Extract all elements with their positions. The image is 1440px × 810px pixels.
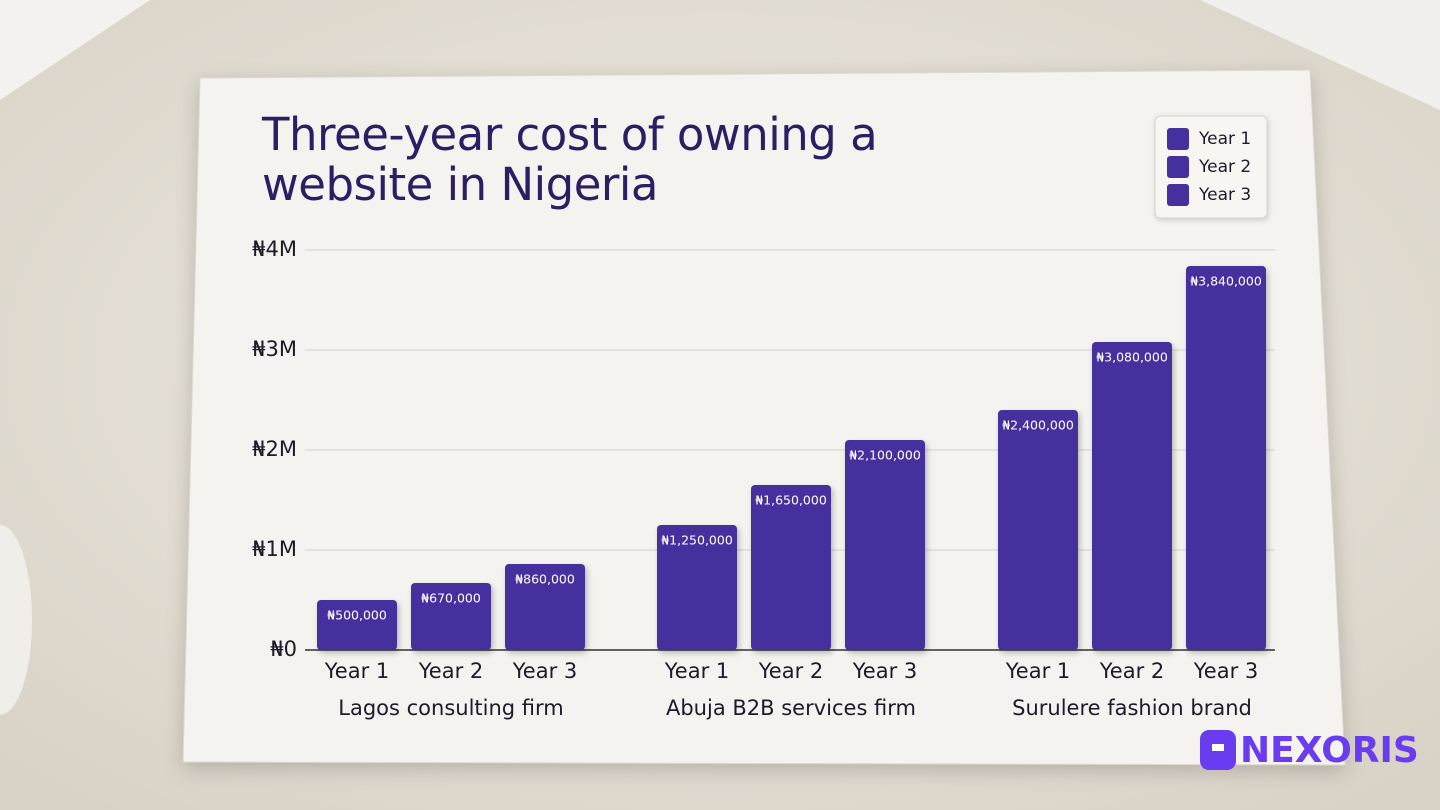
paper-corner — [0, 0, 150, 100]
y-tick-label: ₦1M — [252, 537, 297, 561]
x-tick-label: Year 2 — [758, 659, 824, 683]
magazine-corner — [1200, 0, 1440, 110]
bar — [751, 485, 831, 650]
x-tick-label: Year 3 — [512, 659, 578, 683]
y-tick-label: ₦3M — [252, 337, 297, 361]
value-label: ₦670,000 — [421, 591, 481, 606]
legend-swatch — [1167, 128, 1189, 150]
bar — [845, 440, 925, 650]
bar — [657, 525, 737, 650]
legend-swatch — [1167, 184, 1189, 206]
group-label: Abuja B2B services firm — [666, 696, 916, 720]
value-label: ₦1,250,000 — [661, 533, 733, 548]
group-label: Surulere fashion brand — [1012, 696, 1252, 720]
chart-title: Three-year cost of owning a website in N… — [262, 108, 878, 211]
bar — [317, 600, 397, 650]
value-label: ₦500,000 — [327, 608, 387, 623]
value-label: ₦2,100,000 — [849, 448, 921, 463]
legend-label: Year 3 — [1198, 185, 1251, 205]
value-label: ₦860,000 — [515, 572, 575, 587]
bar — [505, 564, 585, 650]
x-tick-label: Year 1 — [664, 659, 730, 683]
x-tick-label: Year 3 — [1193, 659, 1259, 683]
group-label: Lagos consulting firm — [338, 696, 563, 720]
bar — [1186, 266, 1266, 650]
bar — [998, 410, 1078, 650]
mug — [0, 525, 32, 715]
y-tick-label: ₦2M — [252, 437, 297, 461]
x-tick-label: Year 1 — [324, 659, 390, 683]
value-label: ₦2,400,000 — [1002, 418, 1074, 433]
x-tick-label: Year 2 — [418, 659, 484, 683]
plot: ₦0 ₦1M ₦2M ₦3M ₦4M Lagos consulting firm ₦500,… — [252, 115, 1275, 720]
legend-label: Year 1 — [1198, 129, 1251, 149]
logo: NEXORIS — [1200, 730, 1419, 771]
y-tick-label: ₦0 — [270, 637, 297, 661]
x-tick-label: Year 1 — [1005, 659, 1071, 683]
bar — [1092, 342, 1172, 650]
y-tick-label: ₦4M — [252, 237, 297, 261]
legend-swatch — [1167, 156, 1189, 178]
logo-icon-detail — [1212, 744, 1224, 751]
value-label: ₦1,650,000 — [755, 493, 827, 508]
legend-label: Year 2 — [1198, 157, 1251, 177]
value-label: ₦3,840,000 — [1190, 274, 1262, 289]
logo-text: NEXORIS — [1240, 730, 1419, 771]
x-tick-label: Year 2 — [1099, 659, 1165, 683]
value-label: ₦3,080,000 — [1096, 350, 1168, 365]
bar — [411, 583, 491, 650]
x-tick-label: Year 3 — [852, 659, 918, 683]
